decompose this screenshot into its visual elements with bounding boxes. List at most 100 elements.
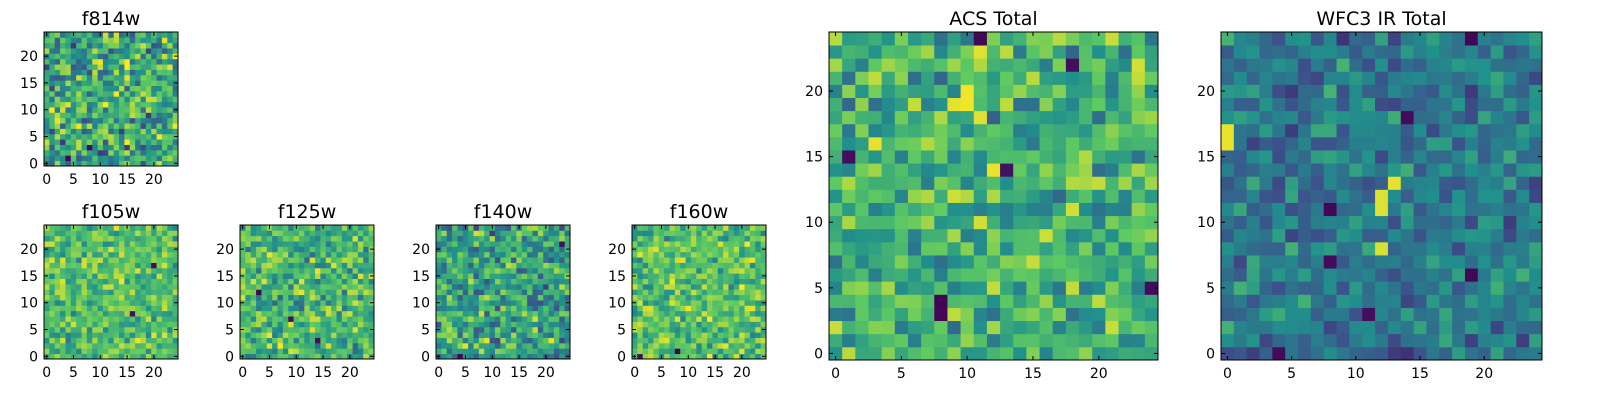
heatmap-cell bbox=[446, 326, 453, 333]
heatmap-cell bbox=[140, 85, 147, 92]
heatmap-cell bbox=[553, 273, 560, 279]
heatmap-cell bbox=[261, 305, 268, 312]
heatmap-cell bbox=[161, 123, 168, 129]
heatmap-cell bbox=[140, 289, 147, 296]
heatmap-cell bbox=[108, 342, 115, 349]
heatmap-cell bbox=[1400, 320, 1414, 335]
heatmap-cell bbox=[527, 225, 533, 231]
heatmap-cell bbox=[250, 262, 257, 269]
heatmap-cell bbox=[161, 257, 168, 263]
heatmap-cell bbox=[1490, 110, 1504, 125]
heatmap-cell bbox=[119, 96, 125, 103]
heatmap-cell bbox=[717, 241, 724, 247]
heatmap-cell bbox=[331, 305, 337, 312]
heatmap-cell bbox=[457, 267, 464, 274]
heatmap-cell bbox=[113, 144, 120, 151]
heatmap-cell bbox=[642, 283, 649, 290]
heatmap-cell bbox=[86, 353, 93, 360]
heatmap-cell bbox=[532, 300, 539, 306]
heatmap-cell bbox=[462, 246, 469, 253]
heatmap-cell bbox=[1118, 150, 1133, 164]
heatmap-cell bbox=[266, 337, 273, 344]
heatmap-cell bbox=[250, 225, 257, 231]
heatmap-cell bbox=[113, 321, 120, 328]
heatmap-cell bbox=[108, 241, 115, 247]
heatmap-cell bbox=[108, 246, 115, 253]
heatmap-cell bbox=[457, 337, 464, 344]
heatmap-cell bbox=[1272, 136, 1286, 151]
heatmap-cell bbox=[92, 42, 98, 49]
heatmap-cell bbox=[256, 225, 262, 231]
heatmap-cell bbox=[129, 251, 136, 258]
heatmap-cell bbox=[102, 332, 109, 338]
heatmap-cell bbox=[245, 353, 252, 360]
heatmap-cell bbox=[277, 230, 284, 237]
heatmap-cell bbox=[145, 257, 152, 263]
heatmap-cell bbox=[701, 246, 708, 253]
heatmap-cell bbox=[1349, 189, 1363, 203]
heatmap-cell bbox=[494, 257, 501, 263]
heatmap-cell bbox=[261, 321, 268, 328]
heatmap-cell bbox=[1039, 97, 1054, 112]
heatmap-cell bbox=[304, 289, 311, 296]
heatmap-cell bbox=[986, 294, 1001, 308]
heatmap-cell bbox=[113, 273, 120, 279]
heatmap-cell bbox=[1387, 71, 1402, 85]
heatmap-cell bbox=[868, 320, 883, 335]
heatmap-cell bbox=[658, 246, 665, 253]
heatmap-cell bbox=[151, 149, 157, 156]
heatmap-cell bbox=[119, 305, 125, 312]
heatmap-cell bbox=[986, 202, 1001, 217]
heatmap-cell bbox=[102, 144, 109, 151]
heatmap-cell bbox=[1118, 136, 1133, 151]
heatmap-cell bbox=[868, 255, 883, 269]
heatmap-cell bbox=[1400, 255, 1414, 269]
heatmap-cell bbox=[108, 133, 115, 140]
heatmap-cell bbox=[172, 257, 179, 263]
heatmap-cell bbox=[49, 230, 56, 237]
heatmap-cell bbox=[701, 251, 708, 258]
heatmap-cell bbox=[717, 337, 724, 344]
heatmap-cell bbox=[749, 310, 756, 317]
heatmap-cell bbox=[135, 69, 141, 76]
heatmap-cell bbox=[907, 333, 922, 348]
heatmap-cell bbox=[282, 235, 289, 242]
heatmap-cell bbox=[674, 300, 681, 306]
heatmap-cell bbox=[86, 85, 93, 92]
axes-frame bbox=[828, 31, 1159, 361]
heatmap-cell bbox=[457, 332, 464, 338]
heatmap-cell bbox=[1026, 307, 1040, 322]
heatmap-cell bbox=[1310, 71, 1325, 85]
heatmap-cell bbox=[1387, 320, 1402, 335]
heatmap-cell bbox=[894, 123, 909, 138]
heatmap-cell bbox=[532, 353, 539, 360]
heatmap-cell bbox=[60, 32, 66, 38]
heatmap-cell bbox=[156, 278, 163, 285]
heatmap-cell bbox=[49, 48, 56, 54]
heatmap-cell bbox=[664, 342, 670, 349]
heatmap-cell bbox=[320, 348, 327, 355]
heatmap-cell bbox=[97, 257, 104, 263]
heatmap-cell bbox=[1503, 176, 1517, 190]
heatmap-cell bbox=[341, 241, 348, 247]
heatmap-cell bbox=[947, 241, 961, 256]
heatmap-cell bbox=[441, 310, 448, 317]
heatmap-cell bbox=[674, 246, 681, 253]
heatmap-cell bbox=[1323, 241, 1337, 256]
heatmap-cell bbox=[1221, 32, 1235, 46]
heatmap-cell bbox=[92, 101, 98, 108]
heatmap-cell bbox=[521, 283, 528, 290]
heatmap-cell bbox=[70, 305, 77, 312]
heatmap-cell bbox=[1529, 136, 1543, 151]
heatmap-cell bbox=[1310, 45, 1325, 59]
heatmap-cell bbox=[1092, 71, 1106, 85]
heatmap-cell bbox=[145, 160, 152, 167]
heatmap-cell bbox=[907, 228, 922, 243]
heatmap-cell bbox=[559, 225, 566, 231]
heatmap-cell bbox=[527, 257, 533, 263]
heatmap-cell bbox=[658, 278, 665, 285]
heatmap-cell bbox=[304, 257, 311, 263]
heatmap-cell bbox=[240, 337, 246, 344]
heatmap-cell bbox=[65, 32, 72, 38]
heatmap-cell bbox=[1026, 58, 1040, 72]
